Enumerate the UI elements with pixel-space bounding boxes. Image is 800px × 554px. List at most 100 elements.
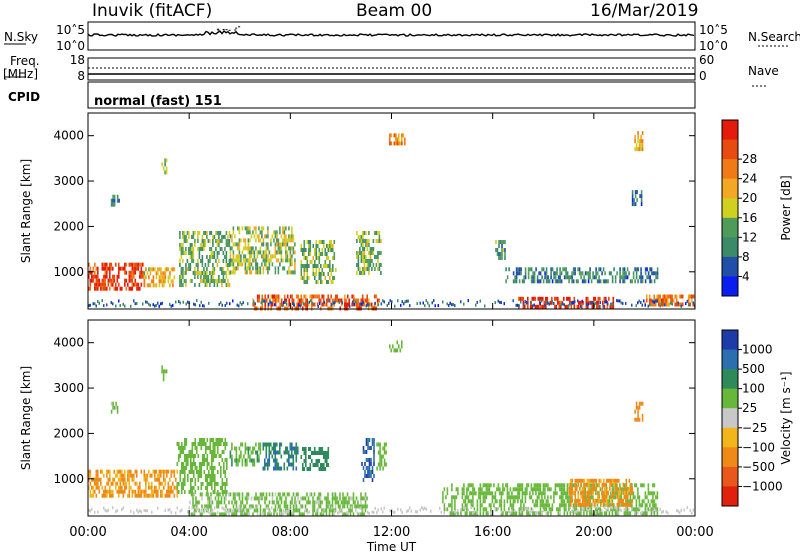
power-echo-cell xyxy=(148,275,150,280)
velocity-echo-cell xyxy=(503,487,506,492)
velocity-echo-cell xyxy=(579,478,581,483)
power-echo-cell xyxy=(393,141,396,146)
velocity-echo-cell xyxy=(203,510,205,514)
power-echo-cell xyxy=(203,267,205,271)
power-echo-cell xyxy=(271,254,274,259)
velocity-echo-cell xyxy=(442,491,444,496)
power-echo-cell xyxy=(395,133,397,138)
velocity-echo-cell xyxy=(336,496,338,501)
power-echo-cell xyxy=(303,256,306,260)
velocity-echo-cell xyxy=(124,473,126,478)
velocity-echo-cell xyxy=(396,340,399,345)
velocity-echo-cell xyxy=(339,504,341,509)
power-echo-cell xyxy=(575,279,578,284)
power-echo-cell xyxy=(124,304,126,308)
xtick-label: 12:00 xyxy=(373,525,410,540)
power-echo-cell xyxy=(315,244,318,248)
power-echo-cell xyxy=(343,302,346,307)
power-echo-cell xyxy=(221,247,223,251)
velocity-echo-cell xyxy=(652,510,654,514)
velocity-echo-cell xyxy=(185,462,188,466)
power-echo-cell xyxy=(395,141,397,146)
velocity-echo-cell xyxy=(472,499,474,504)
velocity-echo-cell xyxy=(122,489,125,494)
power-echo-cell xyxy=(685,302,687,306)
velocity-echo-cell xyxy=(600,502,602,507)
power-echo-cell xyxy=(237,262,239,267)
power-echo-cell xyxy=(229,234,232,239)
power-echo-cell xyxy=(244,258,247,263)
power-echo-cell xyxy=(210,279,213,283)
velocity-echo-cell xyxy=(266,506,268,510)
velocity-echo-cell xyxy=(285,450,287,455)
velocity-echo-cell xyxy=(340,500,343,505)
power-echo-cell xyxy=(665,294,667,299)
power-echo-cell xyxy=(324,248,327,252)
velocity-echo-cell xyxy=(586,490,589,495)
power-echo-cell xyxy=(195,271,198,275)
power-echo-cell xyxy=(258,270,260,275)
velocity-echo-cell xyxy=(570,498,572,503)
velocity-echo-cell xyxy=(100,481,102,486)
velocity-echo-cell xyxy=(187,510,189,514)
power-echo-cell xyxy=(264,250,266,255)
velocity-echo-cell xyxy=(473,509,475,513)
power-echo-cell xyxy=(256,270,259,275)
power-echo-cell xyxy=(451,303,453,307)
velocity-echo-cell xyxy=(499,491,501,496)
power-echo-cell xyxy=(228,231,231,235)
power-echo-cell xyxy=(646,275,648,280)
power-echo-cell xyxy=(332,256,334,260)
velocity-echo-cell xyxy=(191,462,194,466)
velocity-echo-cell xyxy=(300,455,303,459)
power-echo-cell xyxy=(565,267,567,272)
power-echo-cell xyxy=(323,240,325,244)
power-echo-cell xyxy=(286,238,289,243)
velocity-echo-cell xyxy=(595,511,597,515)
power-echo-cell xyxy=(286,254,289,259)
power-echo-cell xyxy=(560,303,562,306)
velocity-echo-cell xyxy=(124,485,126,490)
velocity-echo-cell xyxy=(154,489,156,494)
power-echo-cell xyxy=(283,301,285,304)
velocity-echo-cell xyxy=(231,500,233,505)
velocity-echo-cell xyxy=(222,512,224,517)
power-echo-cell xyxy=(402,133,405,138)
velocity-echo-cell xyxy=(314,451,316,455)
power-echo-cell xyxy=(191,251,193,255)
velocity-echo-cell xyxy=(535,503,537,508)
velocity-echo-cell xyxy=(608,499,611,504)
power-echo-cell xyxy=(180,271,183,275)
velocity-echo-cell xyxy=(308,510,310,514)
power-echo-cell xyxy=(640,139,642,144)
velocity-echo-cell xyxy=(190,482,192,486)
power-echo-cell xyxy=(329,264,331,268)
velocity-echo-cell xyxy=(116,481,119,486)
velocity-echo-cell xyxy=(292,458,295,463)
power-echo-cell xyxy=(372,263,375,267)
power-echo-cell xyxy=(188,263,190,267)
power-echo-cell xyxy=(119,266,122,271)
velocity-echo-cell xyxy=(119,477,122,482)
velocity-echo-cell xyxy=(371,478,374,482)
velocity-echo-cell xyxy=(202,458,204,462)
velocity-echo-cell xyxy=(611,506,613,510)
power-echo-cell xyxy=(216,231,219,235)
power-echo-cell xyxy=(306,240,309,244)
velocity-echo-cell xyxy=(589,507,591,511)
velocity-echo-cell xyxy=(529,511,531,514)
velocity-echo-cell xyxy=(508,510,510,513)
power-echo-cell xyxy=(330,272,333,276)
power-echo-cell xyxy=(680,302,682,307)
velocity-echo-cell xyxy=(253,462,256,467)
power-echo-cell xyxy=(186,239,189,243)
velocity-echo-cell xyxy=(371,438,374,442)
power-echo-cell xyxy=(115,282,117,287)
power-echo-cell xyxy=(498,256,500,260)
velocity-echo-cell xyxy=(124,469,126,474)
velocity-echo-cell xyxy=(530,487,533,492)
velocity-echo-cell xyxy=(373,438,375,442)
velocity-echo-cell xyxy=(338,510,340,514)
power-echo-cell xyxy=(562,267,564,272)
velocity-echo-cell xyxy=(365,466,368,470)
